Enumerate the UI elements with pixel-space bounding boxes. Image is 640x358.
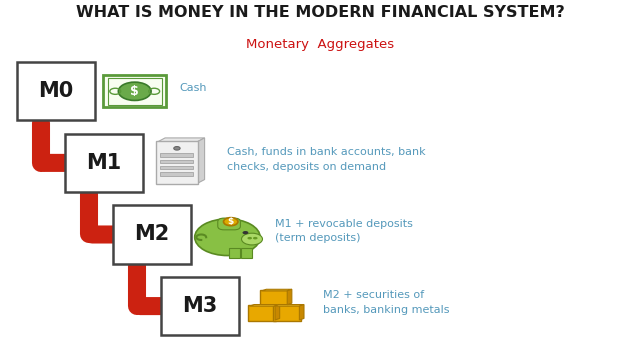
Circle shape — [248, 237, 252, 240]
Text: M3: M3 — [182, 296, 218, 316]
Text: M1 + revocable deposits
(term deposits): M1 + revocable deposits (term deposits) — [275, 218, 413, 243]
FancyBboxPatch shape — [161, 172, 193, 176]
FancyBboxPatch shape — [260, 290, 289, 305]
Circle shape — [195, 219, 260, 256]
FancyBboxPatch shape — [156, 141, 198, 184]
Text: Monetary  Aggregates: Monetary Aggregates — [246, 38, 394, 50]
FancyBboxPatch shape — [113, 205, 191, 263]
FancyBboxPatch shape — [161, 166, 193, 169]
FancyBboxPatch shape — [241, 248, 252, 258]
Polygon shape — [287, 289, 292, 305]
Polygon shape — [262, 289, 292, 291]
Polygon shape — [274, 305, 304, 306]
Text: Cash, funds in bank accounts, bank
checks, deposits on demand: Cash, funds in bank accounts, bank check… — [227, 147, 426, 172]
Circle shape — [253, 237, 257, 240]
FancyBboxPatch shape — [161, 160, 193, 163]
Text: M1: M1 — [86, 153, 122, 173]
Circle shape — [223, 218, 238, 226]
Polygon shape — [300, 305, 304, 320]
FancyBboxPatch shape — [65, 134, 143, 192]
FancyBboxPatch shape — [218, 218, 241, 230]
Polygon shape — [275, 305, 280, 320]
FancyBboxPatch shape — [17, 62, 95, 120]
Text: Cash: Cash — [179, 83, 207, 93]
Circle shape — [118, 82, 151, 101]
Text: $: $ — [131, 85, 139, 98]
Circle shape — [243, 231, 248, 234]
FancyBboxPatch shape — [273, 305, 301, 321]
FancyBboxPatch shape — [161, 277, 239, 335]
FancyBboxPatch shape — [103, 75, 166, 107]
FancyBboxPatch shape — [161, 153, 193, 157]
Circle shape — [174, 146, 180, 150]
Text: M0: M0 — [38, 81, 74, 101]
Polygon shape — [157, 138, 205, 142]
Circle shape — [241, 233, 262, 245]
Text: WHAT IS MONEY IN THE MODERN FINANCIAL SYSTEM?: WHAT IS MONEY IN THE MODERN FINANCIAL SY… — [76, 5, 564, 20]
Polygon shape — [250, 305, 280, 306]
FancyBboxPatch shape — [248, 305, 276, 321]
Text: M2 + securities of
banks, banking metals: M2 + securities of banks, banking metals — [323, 290, 450, 315]
Text: $: $ — [228, 217, 234, 226]
FancyBboxPatch shape — [230, 248, 240, 258]
Polygon shape — [196, 138, 205, 184]
Text: M2: M2 — [134, 224, 170, 245]
